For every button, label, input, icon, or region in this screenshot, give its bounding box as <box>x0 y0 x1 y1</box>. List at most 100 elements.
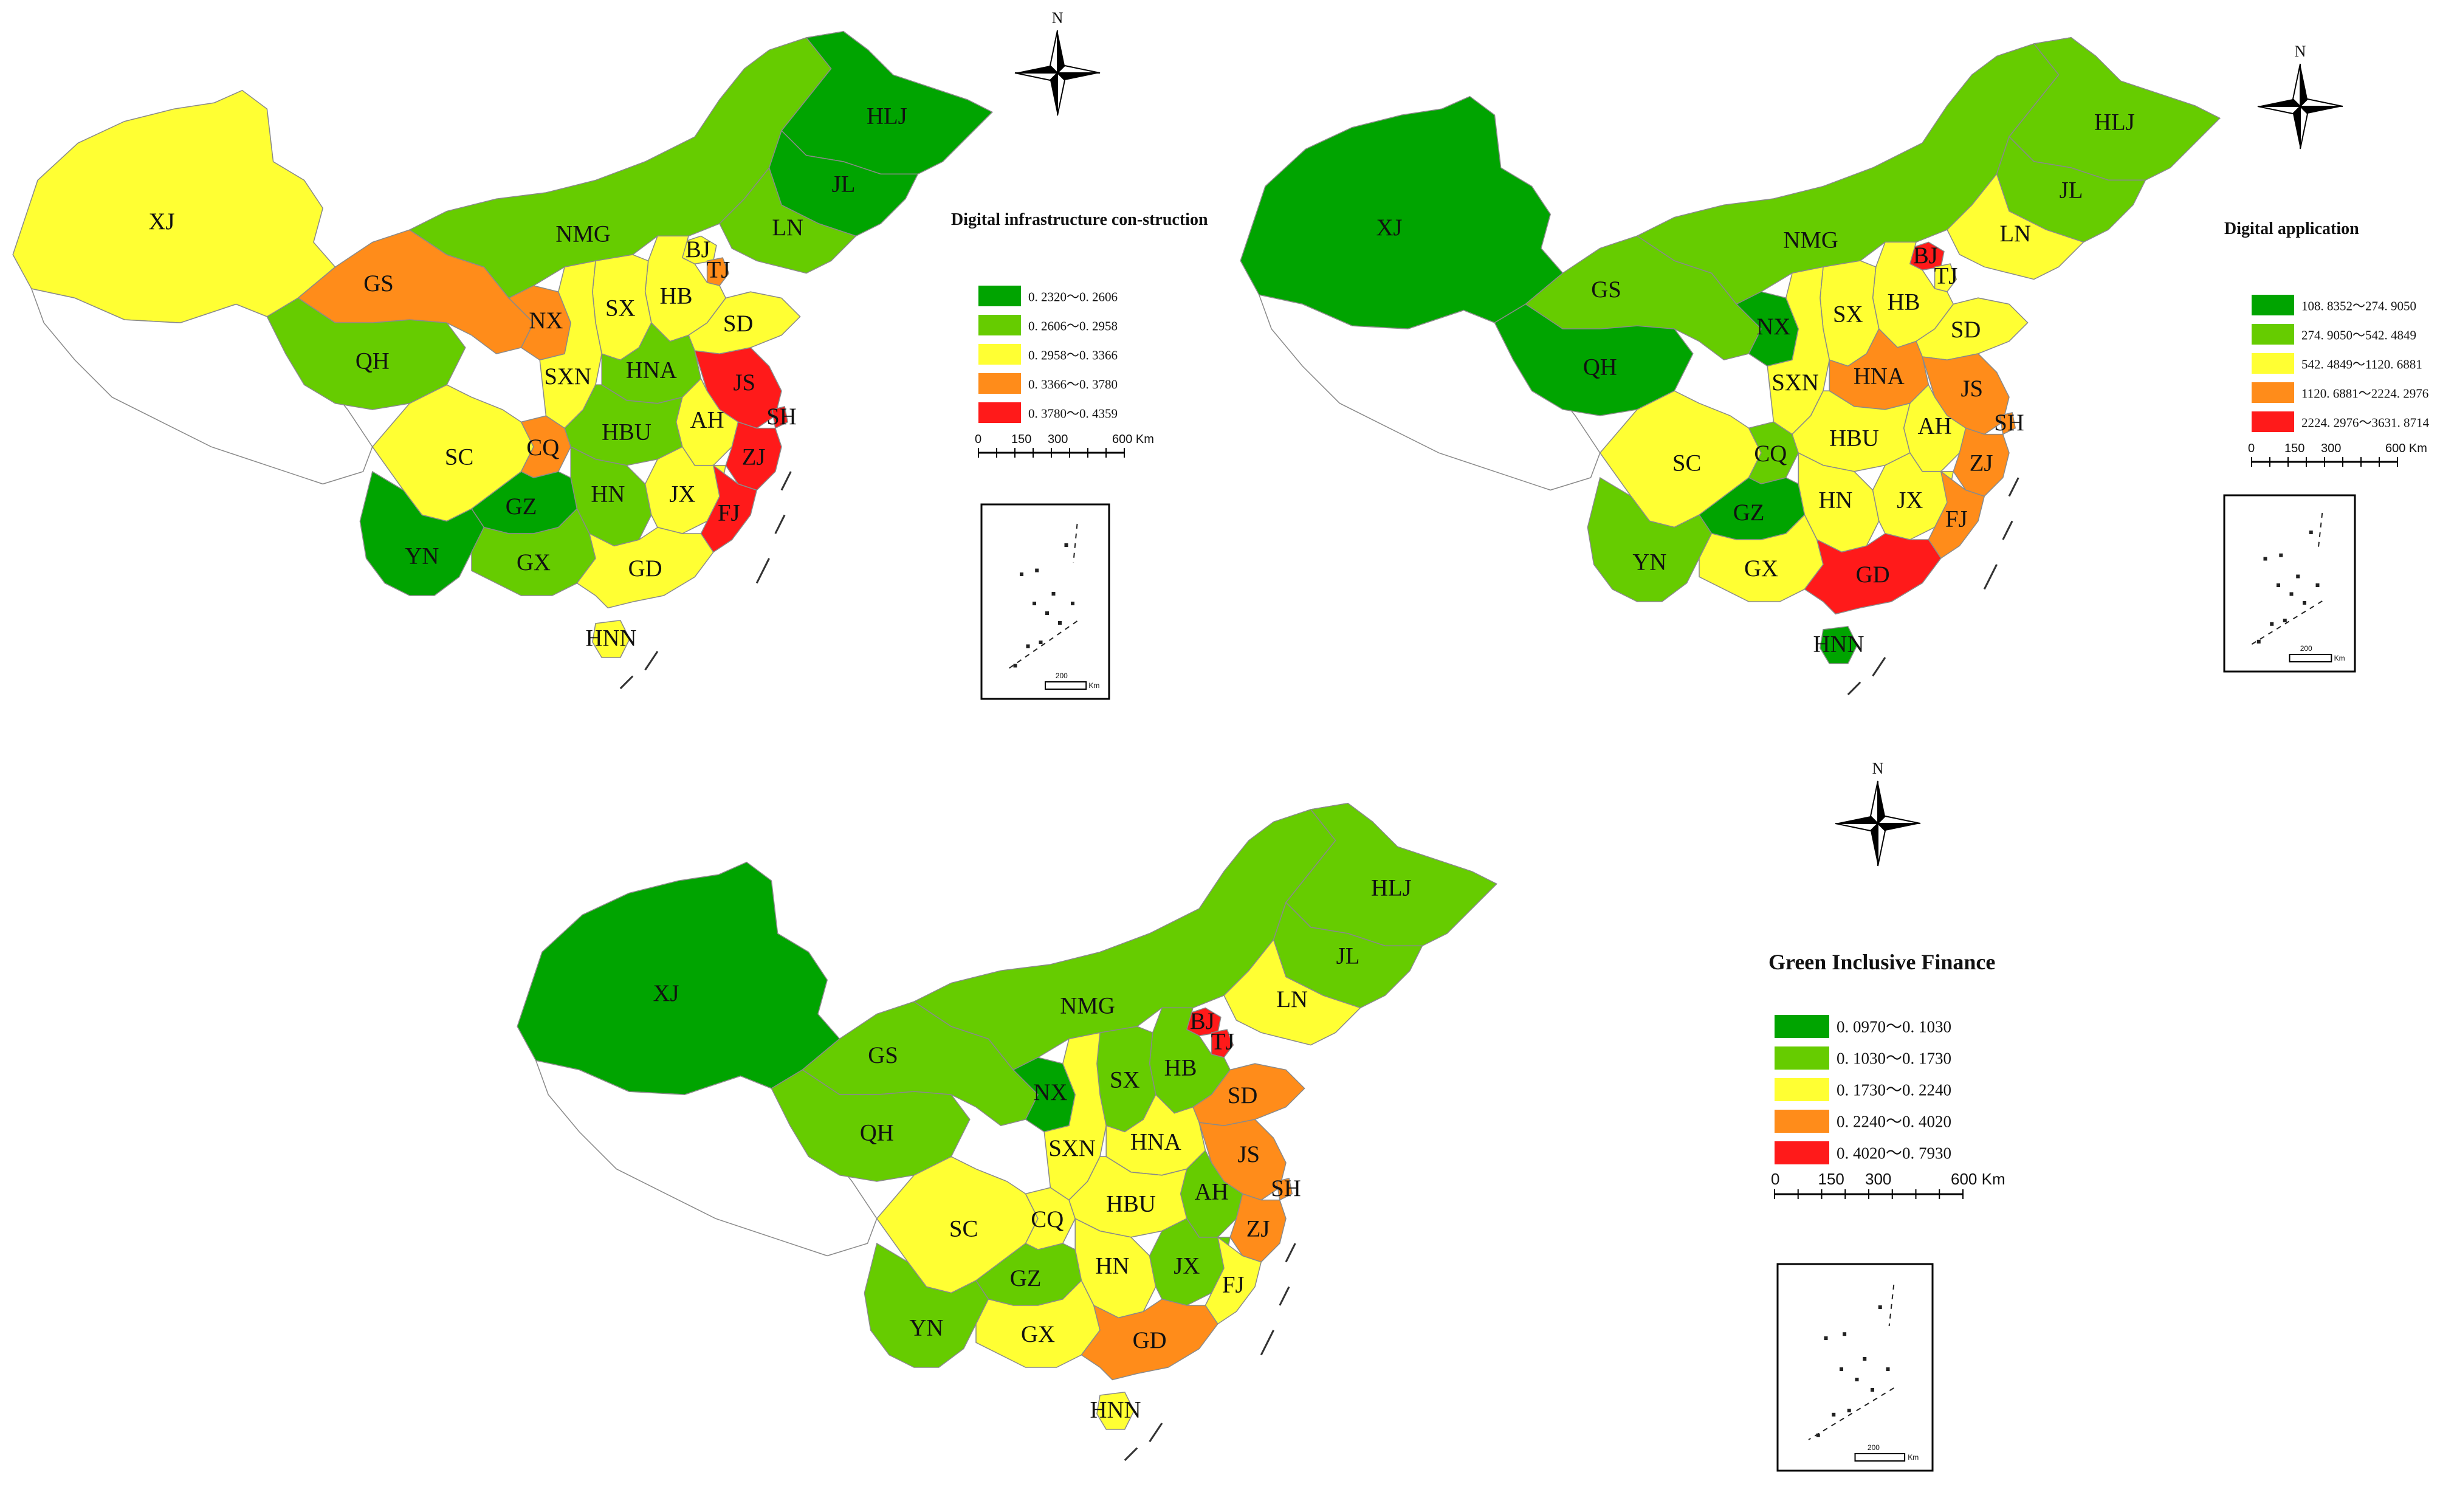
map2-scale-tick-label: 300 <box>2321 442 2341 455</box>
map2-scale-bar: 0 150 300 600 Km <box>2248 442 2427 467</box>
map3-province-label-ln: LN <box>1276 986 1308 1012</box>
map3-legend-label: 0. 1730～0. 2240 <box>1837 1081 1951 1099</box>
map1-legend-swatch <box>978 315 1021 335</box>
map3-province-label-sh: SH <box>1271 1175 1301 1201</box>
map1-scale-tick-label: 0 <box>975 433 981 446</box>
map1-province-zj <box>725 421 782 491</box>
map1-inset-scale-unit: Km <box>1088 681 1099 690</box>
map3-province-label-js: JS <box>1237 1141 1260 1167</box>
map1-province-hnn <box>592 619 630 658</box>
map2-scale-tick-label: 600 Km <box>2385 442 2427 455</box>
map2-province-label-yn: YN <box>1632 549 1666 576</box>
map1-north-arrow-icon: N <box>1014 9 1101 116</box>
map1-legend-swatch <box>978 286 1021 306</box>
map2-province-hlj <box>2008 36 2221 181</box>
map2-province-fj <box>1928 470 1985 559</box>
map3-province-qh <box>771 1069 971 1182</box>
map3-boundary-dash <box>1260 1330 1274 1356</box>
map2-province-gd <box>1804 532 1942 615</box>
map3-province-label-gd: GD <box>1133 1327 1167 1353</box>
map1-legend-label: 0. 3366～0. 3780 <box>1028 377 1118 392</box>
map1-boundary-dash <box>780 471 792 491</box>
map3-province-label-tj: TJ <box>1211 1028 1235 1054</box>
map3-legend-title: Green Inclusive Finance <box>1768 950 1995 974</box>
map2-province-label-sh: SH <box>1994 410 2024 436</box>
map2-boundary-dash <box>1983 564 1998 590</box>
map1-province-label-gs: GS <box>363 270 394 297</box>
map1-legend-label: 0. 2320～0. 2606 <box>1028 290 1118 304</box>
map3-province-label-gz: GZ <box>1010 1265 1042 1291</box>
map3-province-label-zj: ZJ <box>1246 1215 1270 1242</box>
map3-boundary-dash <box>1149 1422 1163 1443</box>
map3-province-yn <box>864 1242 989 1368</box>
map1-north-label: N <box>1052 9 1064 27</box>
map1-province-label-xj: XJ <box>148 208 174 235</box>
map1-province-xj <box>12 89 336 323</box>
map3-province-label-hn: HN <box>1095 1253 1129 1279</box>
map1-legend-label: 0. 3780～0. 4359 <box>1028 407 1118 421</box>
map2-legend-swatch <box>2252 295 2294 315</box>
map2-province-label-hbu: HBU <box>1829 425 1879 452</box>
map2-legend-swatch <box>2252 411 2294 432</box>
map2-province-xj <box>1240 95 1564 329</box>
map1-legend-label: 0. 2606～0. 2958 <box>1028 319 1118 334</box>
map3-province-label-gx: GX <box>1021 1321 1055 1347</box>
map1-inset-map: 200 Km <box>980 503 1110 700</box>
map3-inset-scale-unit: Km <box>1908 1453 1919 1462</box>
map1-scale-tick-label: 300 <box>1048 433 1068 446</box>
map1-province-label-gx: GX <box>517 549 551 576</box>
map2-boundary-dash <box>1847 681 1861 696</box>
map1-province-tj <box>706 257 730 286</box>
map3-inset-map: 200 Km <box>1776 1263 1934 1472</box>
map2-province-label-js: JS <box>1961 376 1983 402</box>
map3-province-gd <box>1081 1298 1218 1381</box>
map1-province-label-yn: YN <box>405 543 439 569</box>
map2-province-label-bj: BJ <box>1913 242 1938 269</box>
map3-legend-swatch <box>1775 1015 1829 1038</box>
map3-inset-scale-label: 200 <box>1868 1443 1880 1452</box>
map1-province-gd <box>576 526 714 609</box>
map3-legend-label: 0. 0970～0. 1030 <box>1837 1018 1951 1036</box>
map1-province-label-nx: NX <box>529 308 563 334</box>
map3-scale-tick-label: 0 <box>1771 1170 1779 1188</box>
map3-province-label-fj: FJ <box>1222 1271 1245 1297</box>
map3-province-label-sxn: SXN <box>1048 1135 1096 1161</box>
map2-province-label-gx: GX <box>1744 555 1778 582</box>
map3-province-label-hlj: HLJ <box>1371 875 1412 901</box>
map2-inset-scale-unit: Km <box>2334 654 2345 662</box>
map2-province-label-xj: XJ <box>1376 215 1402 241</box>
map2-province-label-tj: TJ <box>1934 263 1958 289</box>
map2-province-label-zj: ZJ <box>1970 450 1993 476</box>
map2-province-hnn <box>1820 625 1858 664</box>
map3-province-zj <box>1229 1193 1287 1263</box>
map3-province-hlj <box>1285 802 1498 947</box>
map2-province-ln <box>1947 173 2084 280</box>
map1-province-hlj <box>780 30 994 175</box>
map2-legend-label: 1120. 6881～2224. 2976 <box>2301 387 2428 401</box>
map2-legend-label: 274. 9050～542. 4849 <box>2301 328 2416 343</box>
map1-scale-tick-label: 150 <box>1011 433 1031 446</box>
map2-province-yn <box>1587 476 1713 602</box>
map3-scale-tick-label: 300 <box>1865 1170 1891 1188</box>
map1-province-label-sx: SX <box>605 295 636 321</box>
map2-legend-label: 2224. 2976～3631. 8714 <box>2301 416 2430 430</box>
map3-province-label-nmg: NMG <box>1060 992 1115 1019</box>
map1-province-label-hn: HN <box>591 481 625 507</box>
map2-scale-tick-label: 150 <box>2284 442 2304 455</box>
map3-legend-label: 0. 1030～0. 1730 <box>1837 1050 1951 1068</box>
map1-legend-swatch <box>978 402 1021 423</box>
map1-province-label-jl: JL <box>832 171 856 198</box>
map2-province-label-hlj: HLJ <box>2094 109 2135 135</box>
map3-legend-swatch <box>1775 1046 1829 1070</box>
map3-province-ln <box>1223 938 1361 1046</box>
map3-province-label-sd: SD <box>1228 1082 1258 1108</box>
map3-province-sh <box>1276 1177 1293 1201</box>
map2-province-label-sx: SX <box>1833 301 1863 328</box>
map1-province-label-nmg: NMG <box>555 221 610 247</box>
map2-province-label-nx: NX <box>1756 314 1790 340</box>
map2-legend-swatch <box>2252 353 2294 374</box>
map2-legend-swatch <box>2252 382 2294 403</box>
map3-boundary-dash <box>1285 1243 1296 1263</box>
